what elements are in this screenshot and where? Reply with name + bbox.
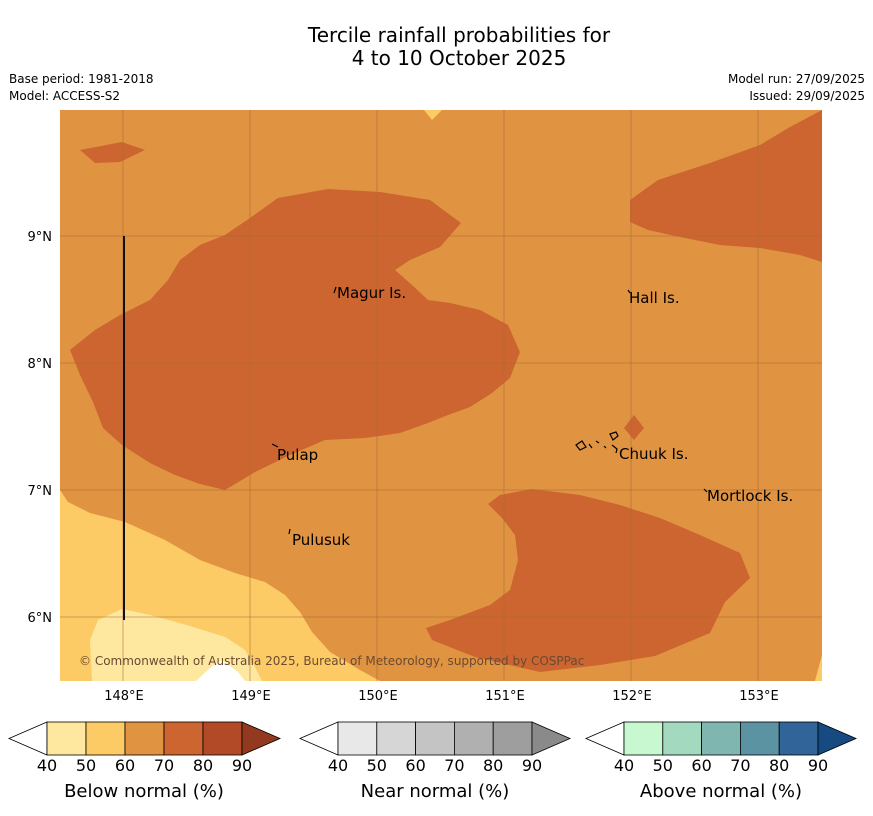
map-panel: Magur Is. Hall Is. Pulap Chuuk Is. Mortl… xyxy=(60,110,822,681)
colorbar-tick-label: 40 xyxy=(613,756,635,775)
island-outlines xyxy=(271,286,708,535)
colorbar-segment xyxy=(492,721,533,756)
region-white-patch xyxy=(196,660,245,681)
colorbar-extend-low xyxy=(298,721,339,756)
place-magur: Magur Is. xyxy=(337,284,406,302)
colorbar-tick-label: 50 xyxy=(366,756,387,775)
lon-label: 148°E xyxy=(104,689,144,704)
region-below-70-80-nw xyxy=(80,142,145,163)
lat-label: 9°N xyxy=(28,230,53,245)
colorbar-segment xyxy=(778,721,819,756)
colorbar-above-normal xyxy=(584,721,858,756)
colorbar-tick-label: 60 xyxy=(405,756,426,775)
lat-label: 8°N xyxy=(28,357,53,372)
pulap-island-icon xyxy=(271,443,279,448)
region-below-70-80-se xyxy=(426,489,750,672)
lon-label: 150°E xyxy=(358,689,398,704)
colorbar-segment xyxy=(453,721,494,756)
colorbar-tick-label: 60 xyxy=(691,756,712,775)
colorbar-extend-low xyxy=(584,721,625,756)
colorbar-tick-label: 50 xyxy=(75,756,97,775)
region-top-notch xyxy=(424,110,442,120)
colorbar-segment xyxy=(202,721,243,756)
place-mortlock: Mortlock Is. xyxy=(707,487,793,505)
pulusuk-island-icon xyxy=(288,528,291,535)
colorbar-title-above: Above normal (%) xyxy=(639,781,803,802)
colorbar-segment xyxy=(701,721,741,756)
base-period: Base period: 1981-2018 xyxy=(9,72,154,86)
colorbar-tick-label: 50 xyxy=(652,756,673,775)
magur-island-icon xyxy=(333,286,337,294)
model-name: Model: ACCESS-S2 xyxy=(9,89,121,103)
hall-island-icon xyxy=(627,289,631,294)
colorbar-segment xyxy=(163,721,204,756)
colorbar-tick-label: 80 xyxy=(483,756,504,775)
credit-text: © Commonwealth of Australia 2025, Bureau… xyxy=(79,654,584,668)
colorbar-title-below: Below normal (%) xyxy=(64,781,224,802)
colorbar-segment xyxy=(46,721,87,756)
colorbar-extend-high xyxy=(241,721,282,756)
colorbar-tick-label: 40 xyxy=(327,756,349,775)
place-hall: Hall Is. xyxy=(629,289,680,307)
colorbar-tick-label: 90 xyxy=(807,756,829,775)
colorbar-tick-label: 90 xyxy=(521,756,543,775)
colorbar-tick-label: 40 xyxy=(36,756,58,775)
colorbar-tick-label: 80 xyxy=(192,756,214,775)
region-below-70-80-west xyxy=(70,189,520,490)
colorbar-segment xyxy=(662,721,702,756)
chuuk-lagoon-icon xyxy=(575,431,619,454)
place-chuuk: Chuuk Is. xyxy=(619,445,688,463)
lon-label: 153°E xyxy=(739,689,779,704)
colorbar-below-normal xyxy=(7,721,282,756)
region-br-notch xyxy=(815,655,822,681)
lat-axis: 9°N 8°N 7°N 6°N xyxy=(28,230,53,626)
place-pulusuk: Pulusuk xyxy=(292,531,350,549)
lon-label: 152°E xyxy=(612,689,652,704)
colorbar-segment xyxy=(85,721,126,756)
model-run: Model run: 27/09/2025 xyxy=(727,72,865,86)
lon-axis: 148°E 149°E 150°E 151°E 152°E 153°E xyxy=(104,689,779,704)
mortlock-island-icon xyxy=(703,488,708,493)
colorbar-segment xyxy=(376,721,416,756)
lon-label: 149°E xyxy=(231,689,271,704)
colorbar-extend-high xyxy=(531,721,572,756)
map-title-line2: 4 to 10 October 2025 xyxy=(351,46,567,70)
colorbar-extend-low xyxy=(7,721,48,756)
colorbar-tick-label: 70 xyxy=(730,756,751,775)
colorbar-segment xyxy=(124,721,165,756)
colorbar-segment xyxy=(415,721,455,756)
map-title-line1: Tercile rainfall probabilities for xyxy=(307,23,611,47)
colorbar-tick-label: 70 xyxy=(444,756,465,775)
region-below-70-80-chuuk xyxy=(624,415,644,440)
colorbar-near-normal xyxy=(298,721,572,756)
colorbar-segment xyxy=(740,721,780,756)
colorbar-tick-label: 80 xyxy=(769,756,790,775)
issued-date: Issued: 29/09/2025 xyxy=(749,89,865,103)
colorbar-title-near: Near normal (%) xyxy=(360,781,510,802)
colorbar-tick-label: 70 xyxy=(153,756,175,775)
place-pulap: Pulap xyxy=(277,446,318,464)
colorbar-segment xyxy=(337,721,378,756)
lat-label: 7°N xyxy=(28,484,53,499)
region-below-70-80-ne xyxy=(630,110,822,262)
colorbar-tick-label: 60 xyxy=(114,756,136,775)
colorbar-extend-high xyxy=(817,721,858,756)
lat-label: 6°N xyxy=(28,611,53,626)
colorbar-segment xyxy=(623,721,664,756)
colorbar-tick-label: 90 xyxy=(231,756,253,775)
lon-label: 151°E xyxy=(485,689,525,704)
